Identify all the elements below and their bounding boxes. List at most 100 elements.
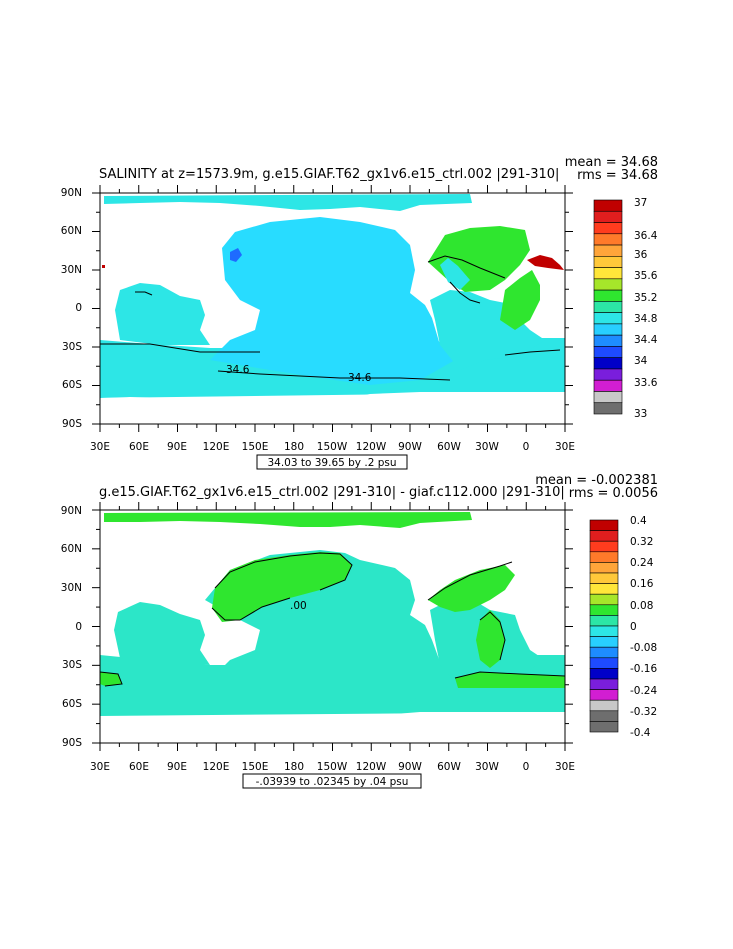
indian-ocean-2 [114, 602, 210, 665]
lat-label: 60S [62, 698, 82, 710]
colorbar-swatch [593, 244, 623, 257]
south-indian-green-2 [100, 672, 122, 686]
colorbar-swatch [593, 334, 623, 347]
panel-1-colorbar-labels: 37 36.4 36 35.6 35.2 34.8 34.4 34 33.6 3… [634, 197, 658, 420]
colorbar-label: 35.2 [634, 292, 657, 304]
lat-label: 30N [61, 582, 82, 594]
colorbar-label: 0.08 [630, 600, 653, 612]
colorbar-swatch [589, 562, 619, 574]
colorbar-swatch [589, 689, 619, 701]
lat-label: 60N [61, 543, 82, 555]
lon-label: 120W [356, 441, 387, 453]
lon-label: 90W [398, 761, 422, 773]
lon-label: 180 [284, 761, 304, 773]
colorbar-swatch [589, 678, 619, 690]
colorbar-label: 0 [630, 621, 637, 633]
colorbar-swatch [589, 583, 619, 595]
colorbar-swatch [593, 267, 623, 280]
panel-1-lat-labels: 90N 60N 30N 0 30S 60S 90S [61, 187, 83, 430]
lat-label: 0 [75, 302, 82, 314]
colorbar-swatch [593, 346, 623, 358]
colorbar-label: -0.16 [630, 663, 657, 675]
colorbar-swatch [589, 530, 619, 542]
pacific-ocean-1 [210, 217, 455, 385]
south-atlantic-green-2 [455, 672, 565, 688]
colorbar-label: 0.32 [630, 536, 653, 548]
colorbar-label: 33 [634, 408, 647, 420]
lon-label: 90E [167, 761, 187, 773]
colorbar-swatch [593, 210, 623, 223]
panel-1: SALINITY at z=1573.9m, g.e15.GIAF.T62_gx… [61, 155, 658, 470]
lat-label: 60S [62, 379, 82, 391]
mediterranean-1 [527, 255, 564, 270]
colorbar-label: 33.6 [634, 377, 658, 389]
colorbar-label: 34.4 [634, 334, 658, 346]
lon-label: 30E [555, 761, 575, 773]
panel-2-title: g.e15.GIAF.T62_gx1v6.e15_ctrl.002 |291-3… [99, 485, 565, 500]
colorbar-swatch [589, 699, 619, 712]
colorbar-label: 36 [634, 249, 648, 261]
panel-1-map [100, 193, 565, 424]
colorbar-swatch [589, 721, 619, 733]
arctic-ocean-2 [104, 512, 472, 528]
east-atlantic-1 [500, 270, 540, 330]
panel-2-contours [99, 552, 566, 687]
panel-2-rms: rms = 0.0056 [569, 486, 658, 501]
lon-label: 60W [437, 761, 461, 773]
colorbar-label: -0.08 [630, 642, 657, 654]
lon-label: 150W [317, 761, 348, 773]
colorbar-label: -0.24 [630, 685, 657, 697]
colorbar-label: 37 [634, 197, 647, 209]
arctic-ocean-1 [104, 194, 472, 211]
panel-1-range-text: 34.03 to 39.65 by .2 psu [267, 457, 396, 469]
panel-2-range-box [242, 773, 422, 789]
lon-label: 60W [437, 441, 461, 453]
colorbar-swatch [589, 668, 619, 680]
colorbar-swatch [593, 199, 623, 212]
colorbar-swatch [589, 646, 619, 659]
lon-label: 60E [129, 441, 149, 453]
panel-2: g.e15.GIAF.T62_gx1v6.e15_ctrl.002 |291-3… [61, 473, 658, 789]
lon-label: 90E [167, 441, 187, 453]
colorbar-swatch [589, 604, 619, 616]
colorbar-swatch [593, 222, 623, 235]
panel-2-lon-labels: 30E 60E 90E 120E 150E 180 150W 120W 90W … [90, 761, 575, 773]
lon-label: 150W [317, 441, 348, 453]
panel-2-contour-label: .00 [290, 600, 307, 612]
colorbar-label: -0.32 [630, 706, 657, 718]
lon-label: 120E [203, 441, 230, 453]
panel-1-mean: mean = 34.68 [565, 155, 658, 170]
colorbar-label: -0.4 [630, 727, 651, 739]
panel-1-rms: rms = 34.68 [577, 168, 658, 183]
panel-2-mean: mean = -0.002381 [535, 473, 658, 488]
colorbar-swatch [593, 312, 623, 325]
lon-label: 150E [242, 441, 269, 453]
colorbar-swatch [589, 593, 619, 606]
colorbar-swatch [593, 357, 623, 370]
lat-label: 90N [61, 187, 82, 199]
colorbar-label: 34.8 [634, 313, 657, 325]
lat-label: 90S [62, 737, 82, 749]
gulf-1 [440, 258, 470, 290]
panel-1-lon-labels: 30E 60E 90E 120E 150E 180 150W 120W 90W … [90, 441, 575, 453]
east-atlantic-green-2 [476, 610, 505, 668]
colorbar-swatch [593, 368, 623, 381]
north-pacific-green-2 [212, 552, 352, 622]
colorbar-swatch [593, 402, 623, 415]
panel-1-contour-label-1: 34.6 [226, 364, 250, 376]
panel-2-range-text: -.03939 to .02345 by .04 psu [256, 776, 409, 788]
colorbar-label: 34 [634, 355, 648, 367]
panel-1-colorbar [593, 199, 623, 415]
japan-sea-1 [230, 248, 242, 262]
colorbar-swatch [589, 636, 619, 648]
colorbar-label: 0.4 [630, 515, 647, 527]
colorbar-label: 0.24 [630, 557, 654, 569]
colorbar-swatch [593, 323, 623, 336]
colorbar-swatch [589, 657, 619, 669]
lon-label: 60E [129, 761, 149, 773]
panel-1-contours [100, 255, 561, 381]
lon-label: 0 [523, 761, 530, 773]
colorbar-swatch [589, 540, 619, 553]
lat-label: 0 [75, 621, 82, 633]
lat-label: 60N [61, 225, 82, 237]
